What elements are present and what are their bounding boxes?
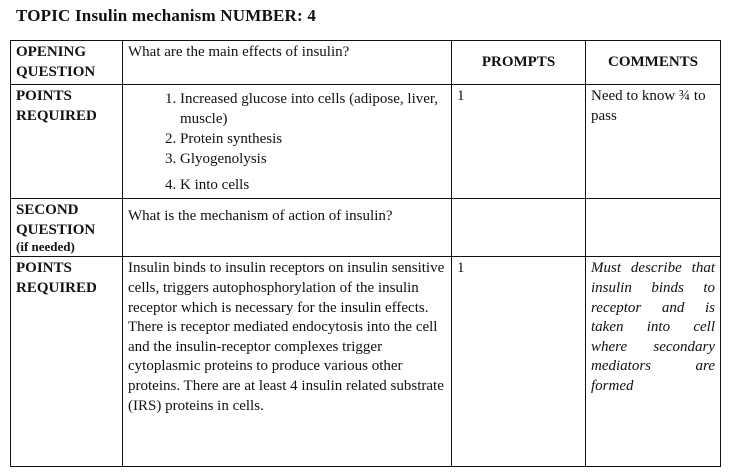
label-line: SECOND [16,202,79,219]
label-line: OPENING [16,44,87,60]
comments-header: COMMENTS [585,39,721,86]
prompt-cell: 1 [451,84,586,200]
prompt-cell: 1 [451,256,586,468]
label-line: POINTS [16,260,72,277]
page-title: TOPIC Insulin mechanism NUMBER: 4 [16,6,317,25]
row-points-required-1: POINTS REQUIRED Increased glucose into c… [10,84,721,200]
row-opening-question: OPENING QUESTION What are the main effec… [10,39,721,86]
label-line: POINTS [16,88,72,105]
comment-cell: Must describe that insulin binds to rece… [585,256,721,468]
exam-table: OPENING QUESTION What are the main effec… [10,39,721,468]
second-question-text: What is the mechanism of action of insul… [122,198,452,258]
comment-cell [585,198,721,258]
opening-question-label: OPENING QUESTION [10,39,123,86]
row-second-question: SECOND QUESTION (if needed) What is the … [10,198,721,258]
list-item: Glyogenolysis [180,149,446,169]
points-required-label: POINTS REQUIRED [10,256,123,468]
row-points-required-2: POINTS REQUIRED Insulin binds to insulin… [10,256,721,468]
list-item: Increased glucose into cells (adipose, l… [180,89,446,129]
list-item: K into cells [180,175,446,195]
comment-cell: Need to know ¾ to pass [585,84,721,200]
label-note: (if needed) [16,239,75,255]
opening-question-text: What are the main effects of insulin? [122,39,452,86]
label-line: REQUIRED [16,107,97,124]
second-question-label: SECOND QUESTION (if needed) [10,198,123,258]
label-line: QUESTION [16,63,96,80]
list-item: Protein synthesis [180,129,446,149]
prompts-header: PROMPTS [451,39,586,86]
points-list: Increased glucose into cells (adipose, l… [128,89,446,195]
label-line: REQUIRED [16,279,97,296]
points-required-label: POINTS REQUIRED [10,84,123,200]
prompt-cell [451,198,586,258]
answer-text: Insulin binds to insulin receptors on in… [122,256,452,468]
points-required-list-cell: Increased glucose into cells (adipose, l… [122,84,452,200]
label-line: QUESTION [16,221,96,238]
